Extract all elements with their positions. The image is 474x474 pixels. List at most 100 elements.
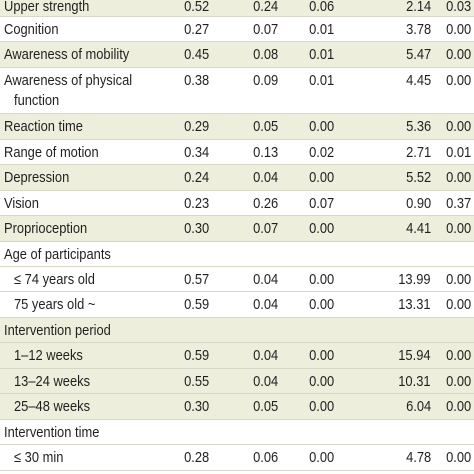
table-row: Proprioception 0.30 0.07 0.00 4.41 0.00 [0,216,474,242]
value-cell-col5: 0.00 [445,271,471,288]
row-label: 1–12 weeks [14,347,83,364]
value-cell-col3: 0.00 [308,220,334,237]
value-cell-col4: 15.94 [398,347,431,364]
value-cell-col3: 0.02 [308,144,334,161]
value-cell-col3: 0.00 [308,169,334,186]
value-cell-col2: 0.05 [252,398,278,415]
table-row: 1–12 weeks 0.59 0.04 0.00 15.94 0.00 [0,343,474,369]
row-label: Range of motion [4,144,99,161]
table-row: 75 years old ~ 0.59 0.04 0.00 13.31 0.00 [0,292,474,318]
value-cell-col2: 0.05 [252,118,278,135]
row-label: ≤ 74 years old [14,271,95,288]
row-label: Intervention time [4,424,100,441]
value-cell-col4: 10.31 [398,373,431,390]
table-row: 13–24 weeks 0.55 0.04 0.00 10.31 0.00 [0,369,474,394]
row-label: Proprioception [4,220,88,237]
value-cell-col5: 0.00 [445,347,471,364]
value-cell-col3: 0.00 [308,398,334,415]
value-cell-col3: 0.00 [308,373,334,390]
row-label: 13–24 weeks [14,373,91,390]
value-cell-col2: 0.07 [252,220,278,237]
value-cell-col1: 0.30 [183,220,209,237]
table-row: Range of motion 0.34 0.13 0.02 2.71 0.01 [0,140,474,165]
table-row: Cognition 0.27 0.07 0.01 3.78 0.00 [0,17,474,42]
value-cell-col1: 0.29 [183,118,209,135]
value-cell-col4: 13.99 [398,271,431,288]
value-cell-col3: 0.00 [308,347,334,364]
value-cell-col5: 0.00 [445,398,471,415]
value-cell-col1: 0.27 [183,21,209,38]
value-cell-col5: 0.00 [445,118,471,135]
value-cell-col2: 0.04 [252,373,278,390]
value-cell-col1: 0.59 [183,296,209,313]
value-cell-col5: 0.00 [445,296,471,313]
value-cell-col4: 13.31 [398,296,431,313]
value-cell-col1: 0.24 [183,169,209,186]
value-cell-col3: 0.07 [308,195,334,212]
value-cell-col4: 3.78 [405,21,431,38]
value-cell-col2: 0.13 [252,144,278,161]
value-cell-col4: 2.14 [405,0,431,15]
table-row: Age of participants [0,242,474,267]
value-cell-col2: 0.07 [252,21,278,38]
value-cell-col2: 0.26 [252,195,278,212]
value-cell-col3: 0.00 [308,449,334,466]
value-cell-col2: 0.04 [252,296,278,313]
value-cell-col2: 0.04 [252,271,278,288]
value-cell-col1: 0.23 [183,195,209,212]
row-label: Awareness of physical [4,72,133,89]
value-cell-col4: 6.04 [405,398,431,415]
value-cell-col5: 0.03 [445,0,471,15]
value-cell-col1: 0.59 [183,347,209,364]
value-cell-col1: 0.52 [183,0,209,15]
table-row: Reaction time 0.29 0.05 0.00 5.36 0.00 [0,114,474,140]
row-label: Intervention period [4,322,111,339]
value-cell-col2: 0.04 [252,347,278,364]
table-row: ≤ 74 years old 0.57 0.04 0.00 13.99 0.00 [0,267,474,292]
value-cell-col1: 0.34 [183,144,209,161]
value-cell-col4: 5.47 [405,46,431,63]
table-row: Awareness of physical function 0.38 0.09 0.0… [0,68,474,114]
value-cell-col1: 0.30 [183,398,209,415]
value-cell-col5: 0.37 [445,195,471,212]
value-cell-col1: 0.28 [183,449,209,466]
row-label: Cognition [4,21,59,38]
row-label-continued: function [14,92,60,109]
row-label: ≤ 30 min [14,449,64,466]
value-cell-col4: 5.36 [405,118,431,135]
value-cell-col2: 0.04 [252,169,278,186]
table-row: Awareness of mobility 0.45 0.08 0.01 5.47 0.0… [0,42,474,68]
row-label: Age of participants [4,246,111,263]
value-cell-col2: 0.24 [252,0,278,15]
value-cell-col4: 4.45 [405,72,431,89]
row-label: Reaction time [4,118,83,135]
value-cell-col3: 0.00 [308,296,334,313]
table-row: ≤ 30 min 0.28 0.06 0.00 4.78 0.00 [0,445,474,471]
value-cell-col5: 0.00 [445,169,471,186]
row-label: Vision [4,195,39,212]
value-cell-col1: 0.57 [183,271,209,288]
value-cell-col2: 0.06 [252,449,278,466]
value-cell-col5: 0.00 [445,72,471,89]
table-row: Depression 0.24 0.04 0.00 5.52 0.00 [0,165,474,191]
value-cell-col3: 0.01 [308,21,334,38]
value-cell-col4: 0.90 [405,195,431,212]
value-cell-col4: 5.52 [405,169,431,186]
value-cell-col4: 4.78 [405,449,431,466]
value-cell-col1: 0.38 [183,72,209,89]
row-label: Depression [4,169,70,186]
value-cell-col5: 0.00 [445,449,471,466]
table-row: Intervention period [0,318,474,343]
value-cell-col5: 0.00 [445,46,471,63]
value-cell-col5: 0.01 [445,144,471,161]
value-cell-col3: 0.06 [308,0,334,15]
value-cell-col3: 0.00 [308,271,334,288]
row-label: 25–48 weeks [14,398,91,415]
value-cell-col5: 0.00 [445,220,471,237]
value-cell-col3: 0.01 [308,46,334,63]
row-label: 75 years old ~ [14,296,96,313]
table-row: Upper strength 0.52 0.24 0.06 2.14 0.03 [0,0,474,17]
value-cell-col3: 0.01 [308,72,334,89]
value-cell-col2: 0.08 [252,46,278,63]
